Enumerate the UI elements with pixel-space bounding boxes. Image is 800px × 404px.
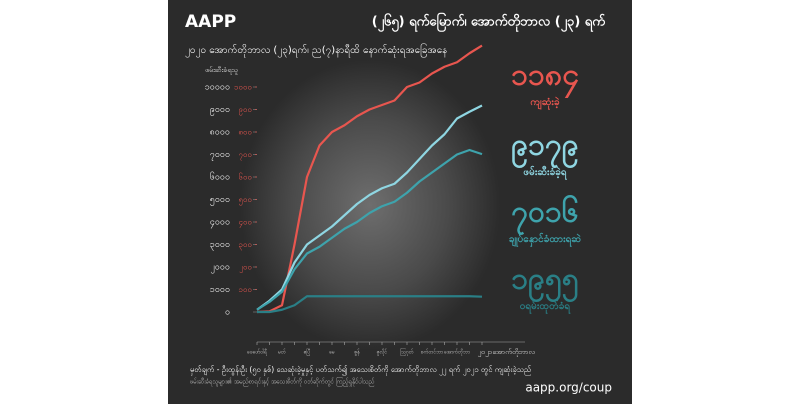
y-axis-label: ဖမ်းဆီးခံရသူ [205,66,238,75]
chart-title: (၂၆၅) ရက်မြောက်၊ အောက်တိုဘာလ (၂၃) ရက် [372,12,606,33]
x-tick-label: ဖေဖော်ဝါရီ [247,350,268,356]
legend-label: ဝရမ်းထုတ်ခံရ [520,299,571,315]
y-tick-label: ၃၀၀၀ [210,240,230,251]
y-tick-label: ၆၀၀၀ [210,172,230,183]
y-tick-label: ၅၀၀၀ [210,195,230,206]
x-tick-label: ဇွန် [354,350,360,356]
note: မှတ်ချက် - ဦးထွန်းဦး (၅၀ နှစ်) သေဆုံးခဲ့… [190,365,531,375]
brand: AAPP [185,12,236,32]
x-tick-label: ဩဂုတ် [400,349,415,356]
y2-tick-label: ၂၀၀ [239,263,252,274]
x-tick-label: ဇူလိုင် [377,350,388,356]
y2-tick-label: ၁၀၀ [239,285,253,294]
url: aapp.org/coup [525,381,612,395]
x-tick-label: အောက်တိုဘာ [444,350,470,356]
y2-tick-label: ၅၀၀ [239,195,253,206]
y2-tick-label: ၉၀၀ [239,105,253,116]
legend-label: ကျဆုံးခဲ့ [530,95,559,111]
y-tick-label: ၉၀၀၀ [210,105,230,116]
y2-tick-label: ၈၀၀ [238,128,252,137]
x-tick-label: မေ [329,350,336,356]
series-line [257,295,483,314]
y-tick-label: ၀ [225,308,230,318]
x-tick-label: ဧပြီ [304,349,311,356]
y-tick-label: ၂၀၀၀ [210,263,230,274]
y2-tick-label: ၃၀၀ [239,240,253,251]
y2-tick-label: ၄၀၀ [239,218,253,229]
x-tick-label: မတ် [278,350,287,356]
y-tick-label: ၈၀၀၀ [210,128,230,138]
portrait-glow [240,60,500,350]
y-tick-label: ၇၀၀၀ [210,150,230,161]
legend-label: ချုပ်နှောင်ခံထားရဆဲ [509,232,581,248]
series-line [256,44,483,314]
subtitle: ၂၀၂၀ အောက်တိုဘာလ (၂၃)ရက်၊ ည(၇)နာရီထိ နော… [185,42,447,58]
y-tick-label: ၄၀၀၀ [210,218,230,229]
y-tick-label: ၁၀၀၀ [210,285,230,295]
x-axis-label: ၂၀၂၁အောက်တိုဘာလ [477,348,535,357]
series-line [256,148,483,311]
y2-tick-label: ၁၀၀၀ [234,83,252,92]
note-2: ဖမ်းဆီးခံရသူများ၏ အမည်စာရင်းနှင့် အသေးစိ… [190,377,375,387]
y2-tick-label: ၆၀၀ [239,172,253,182]
y2-tick-label: ၇၀၀ [239,150,253,161]
x-tick-label: စက်တင်ဘာ [421,350,443,356]
legend-label: ဖမ်းဆီးခံခဲ့ရ [523,165,566,181]
y-tick-label: ၁၀၀၀၀ [205,83,230,93]
legend-total: ၇၀၁၆ [511,193,579,237]
series-line [256,104,483,311]
